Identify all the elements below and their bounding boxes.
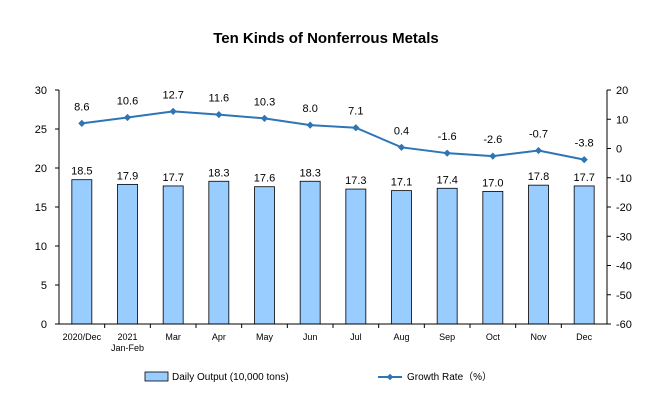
line-point-4 [260, 114, 269, 122]
bar-series [71, 179, 595, 325]
bar-5 [299, 180, 321, 325]
left-tick-label-5: 25 [35, 124, 47, 136]
bar-label-3: 18.3 [208, 167, 229, 179]
right-tick-label-6: 0 [616, 144, 622, 156]
axes: 0 5 10 15 20 25 30 -60 -50 -40 -30 -20 -10 0 10 20 2020/… [35, 85, 632, 353]
legend-bar-label: Daily Output (10,000 tons) [172, 372, 289, 383]
line-label-1: 10.6 [117, 95, 138, 107]
growth-rate-line [81, 110, 585, 161]
line-label-10: -0.7 [529, 129, 548, 141]
right-tick-label-5: -10 [616, 173, 632, 185]
legend: Daily Output (10,000 tons) Growth Rate（%） [144, 371, 492, 383]
x-tick-label-5: Jun [303, 332, 318, 342]
x-tick-label-9: Oct [486, 332, 501, 342]
line-label-6: 7.1 [348, 106, 363, 118]
bar-label-4: 17.6 [254, 173, 275, 185]
right-tick-label-2: -40 [616, 261, 632, 273]
right-tick-label-8: 20 [616, 85, 628, 97]
x-tick-label-7: Aug [393, 332, 409, 342]
line-point-7 [397, 143, 406, 151]
bar-label-6: 17.3 [345, 175, 366, 187]
line-label-9: -2.6 [483, 134, 502, 146]
line-point-0 [78, 119, 86, 127]
line-point-11 [580, 156, 588, 164]
line-point-3 [215, 110, 223, 119]
x-tick-label-4: May [256, 332, 274, 342]
right-tick-label-0: -60 [616, 319, 632, 331]
x-tick-label-0: 2020/Dec [63, 332, 102, 342]
line-point-2 [169, 107, 177, 115]
bar-1 [117, 183, 138, 325]
line-point-1 [123, 113, 132, 122]
line-point-8 [443, 149, 451, 157]
bar-label-5: 18.3 [299, 167, 320, 179]
right-tick-label-1: -50 [616, 290, 632, 302]
legend-line-marker [386, 373, 394, 381]
right-tick-label-4: -20 [616, 202, 632, 214]
line-label-2: 12.7 [162, 89, 183, 101]
bar-9 [482, 190, 504, 325]
legend-bar-swatch [144, 371, 169, 382]
bar-10 [528, 184, 549, 325]
x-tick-label-10: Nov [530, 332, 547, 342]
line-label-5: 8.0 [303, 103, 318, 115]
bar-0 [71, 179, 93, 325]
x-tick-label-6: Jul [350, 332, 362, 342]
line-point-10 [534, 146, 543, 155]
bar-7 [391, 190, 412, 325]
line-label-11: -3.8 [575, 138, 594, 150]
x-tick-label-2: Mar [165, 332, 181, 342]
right-tick-label-7: 10 [616, 114, 628, 126]
x-tick-label-1-line2: Jan-Feb [111, 343, 144, 353]
data-labels: 18.5 17.9 17.7 18.3 17.6 18.3 17.3 17.1 17.4 17.0… [71, 89, 595, 189]
bar-label-1: 17.9 [117, 170, 138, 182]
line-point-6 [352, 124, 360, 132]
chart-title: Ten Kinds of Nonferrous Metals [213, 30, 439, 47]
x-tick-label-11: Dec [576, 332, 593, 342]
left-tick-label-3: 15 [35, 202, 47, 214]
line-point-9 [489, 152, 497, 160]
legend-line-label: Growth Rate（%） [407, 371, 492, 383]
line-series [78, 107, 588, 164]
line-point-5 [306, 121, 314, 129]
bar-label-11: 17.7 [573, 172, 594, 184]
bar-label-8: 17.4 [436, 174, 457, 186]
line-label-7: 0.4 [394, 125, 409, 137]
x-tick-label-1: 2021 [117, 332, 137, 342]
left-tick-label-1: 5 [41, 280, 47, 292]
bar-label-2: 17.7 [162, 172, 183, 184]
bar-label-10: 17.8 [528, 171, 549, 183]
bar-6 [345, 188, 367, 325]
line-label-3: 11.6 [209, 93, 230, 105]
bar-8 [436, 187, 458, 325]
left-tick-label-2: 10 [35, 241, 47, 253]
bar-3 [208, 180, 230, 325]
left-tick-label-6: 30 [35, 85, 47, 97]
x-tick-label-8: Sep [439, 332, 455, 342]
bar-label-7: 17.1 [391, 177, 412, 189]
bar-label-9: 17.0 [482, 177, 503, 189]
x-tick-label-3: Apr [212, 332, 226, 342]
bar-4 [254, 186, 275, 325]
line-label-4: 10.3 [254, 96, 275, 108]
right-tick-label-3: -30 [616, 231, 632, 243]
bar-11 [573, 185, 595, 325]
bar-2 [162, 185, 184, 325]
line-label-0: 8.6 [74, 101, 89, 113]
left-tick-label-0: 0 [41, 319, 47, 331]
line-label-8: -1.6 [438, 131, 457, 143]
left-tick-label-4: 20 [35, 163, 47, 175]
bar-label-0: 18.5 [71, 166, 92, 178]
